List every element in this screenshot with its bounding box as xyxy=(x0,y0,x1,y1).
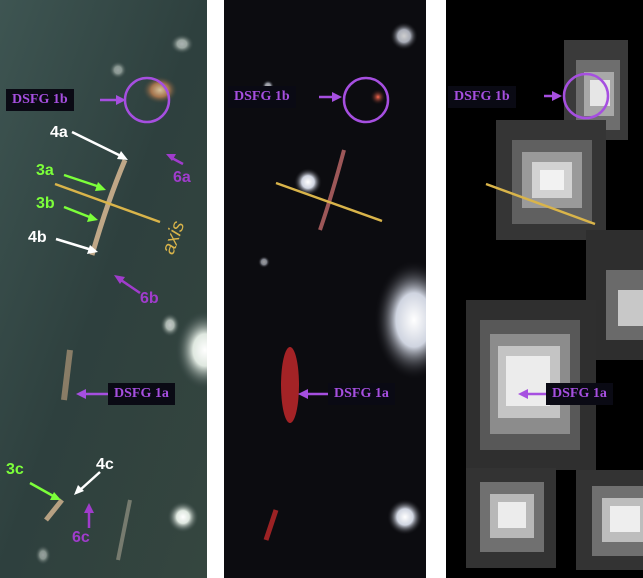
label-3b: 3b xyxy=(36,195,55,212)
panel-jwst-color: DSFG 1b DSFG 1a xyxy=(224,0,426,578)
panel-hst-color: DSFG 1b DSFG 1a 4a 3a 3b 4b 6a 6b 3c 4c … xyxy=(0,0,207,578)
label-4b: 4b xyxy=(28,229,47,246)
label-6c: 6c xyxy=(72,529,90,546)
axis-line xyxy=(485,182,596,226)
label-3a: 3a xyxy=(36,162,54,179)
dsfg-1a-label: DSFG 1a xyxy=(328,383,395,405)
dsfg-1b-label: DSFG 1b xyxy=(6,89,74,111)
axis-line xyxy=(54,182,161,224)
submm-image xyxy=(446,0,643,578)
dsfg-1b-circle xyxy=(562,72,610,120)
label-4c: 4c xyxy=(96,456,114,473)
axis-line xyxy=(275,181,383,223)
dsfg-1a-label: DSFG 1a xyxy=(546,383,613,405)
label-4a: 4a xyxy=(50,124,68,141)
hst-image xyxy=(0,0,207,578)
arrow-4a xyxy=(71,130,126,160)
dsfg-1b-circle xyxy=(342,76,390,124)
jwst-image xyxy=(224,0,426,578)
label-3c: 3c xyxy=(6,461,24,478)
dsfg-1a-label: DSFG 1a xyxy=(108,383,175,405)
label-6a: 6a xyxy=(173,169,191,186)
label-6b: 6b xyxy=(140,290,159,307)
dsfg-1b-label: DSFG 1b xyxy=(448,86,516,108)
panel-submm-pixelated: DSFG 1b DSFG 1a xyxy=(446,0,643,578)
dsfg-1b-label: DSFG 1b xyxy=(228,86,296,108)
